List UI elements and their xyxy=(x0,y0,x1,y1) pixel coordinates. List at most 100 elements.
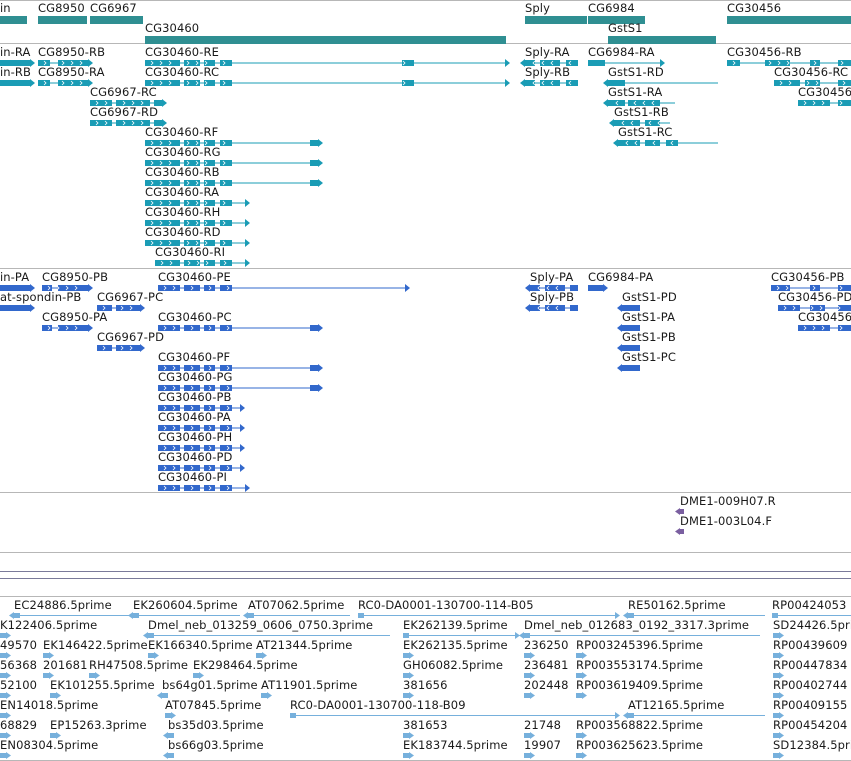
track-separator-clones xyxy=(0,492,851,493)
feature-label: EK260604.5prime xyxy=(133,598,238,612)
strand-arrow xyxy=(675,528,680,535)
feature-label: 236481 xyxy=(524,658,569,672)
exon-block xyxy=(220,485,232,491)
strand-arrow xyxy=(245,199,250,207)
strand-arrow xyxy=(318,179,323,187)
strand-chevron xyxy=(120,305,124,311)
exon-block xyxy=(58,80,88,86)
exon-block xyxy=(220,180,232,186)
strand-chevron xyxy=(222,180,226,186)
strand-arrow xyxy=(30,304,35,312)
feature-label: CG30456-RB xyxy=(727,45,802,59)
strand-chevron xyxy=(204,80,208,86)
strand-chevron xyxy=(546,305,550,311)
strand-chevron xyxy=(129,305,133,311)
strand-arrow xyxy=(240,464,245,472)
exon-block xyxy=(220,80,232,86)
strand-chevron xyxy=(163,285,167,291)
exon-block xyxy=(184,285,200,291)
feature-label: RC0-DA0001-130700-114-B05 xyxy=(358,598,534,612)
feature-label: EK262139.5prime xyxy=(403,618,508,632)
exon-block xyxy=(184,325,200,331)
strand-chevron xyxy=(222,160,226,166)
feature-label: CG8950-RB xyxy=(38,45,106,59)
feature-label: CG6967-RC xyxy=(90,85,157,99)
strand-chevron xyxy=(190,285,194,291)
exon-block xyxy=(576,693,582,698)
feature-label: RP00402744 xyxy=(773,678,848,692)
exon-block xyxy=(798,100,830,106)
exon-block xyxy=(0,80,30,86)
strand-arrow xyxy=(515,632,520,639)
exon-block xyxy=(618,140,640,146)
feature-label: Sply-PB xyxy=(530,290,575,304)
exon-block xyxy=(727,16,851,24)
feature-label: in xyxy=(0,1,11,15)
feature-label: EN14018.5prime xyxy=(0,698,99,712)
exon-block xyxy=(576,753,582,758)
exon-block xyxy=(540,80,560,86)
strand-arrow xyxy=(163,752,168,759)
strand-chevron xyxy=(140,120,144,126)
strand-chevron xyxy=(208,285,212,291)
strand-chevron xyxy=(222,200,226,206)
exon-block xyxy=(310,160,318,166)
exon-block xyxy=(310,180,318,186)
strand-chevron xyxy=(402,80,406,86)
strand-chevron xyxy=(222,140,226,146)
strand-chevron xyxy=(803,100,807,106)
feature-label: RP00439609 xyxy=(773,638,848,652)
exon-block xyxy=(0,305,30,311)
feature-label: CG30460-RG xyxy=(145,145,221,159)
strand-arrow xyxy=(603,99,608,107)
feature-label: CG6984-RA xyxy=(588,45,655,59)
strand-chevron xyxy=(568,80,572,86)
exon-block xyxy=(220,200,232,206)
strand-chevron xyxy=(839,325,843,331)
feature-label: RP00454204 xyxy=(773,718,848,732)
feature-label: GstS1-PC xyxy=(622,350,676,364)
strand-chevron xyxy=(43,80,47,86)
track-separator-genes xyxy=(0,0,851,1)
feature-label: CG30460-PE xyxy=(158,270,231,284)
feature-label: CG30460-PB xyxy=(158,390,232,404)
strand-arrow xyxy=(88,324,93,332)
strand-arrow xyxy=(318,324,323,332)
feature-label: CG6984 xyxy=(588,1,635,15)
exon-block xyxy=(58,325,88,331)
feature-label: RP003619409.5prime xyxy=(576,678,704,692)
feature-label: CG30460-PF xyxy=(158,350,231,364)
strand-chevron xyxy=(56,325,60,331)
strand-chevron xyxy=(159,80,163,86)
feature-label: EK146422.5prime xyxy=(43,638,148,652)
feature-label: CG30460-RE xyxy=(145,45,219,59)
strand-chevron xyxy=(205,260,209,266)
feature-label: CG30460-RF xyxy=(145,125,219,139)
strand-arrow xyxy=(140,344,145,352)
exon-block xyxy=(220,140,232,146)
exon-block xyxy=(778,305,800,311)
strand-chevron xyxy=(102,345,106,351)
feature-label: EC24886.5prime xyxy=(14,598,112,612)
track-separator-empty xyxy=(0,552,851,553)
exon-block xyxy=(402,60,414,66)
strand-chevron xyxy=(550,80,554,86)
exon-block xyxy=(204,80,215,86)
strand-arrow xyxy=(582,692,587,699)
feature-label: CG30456-PB xyxy=(771,270,845,284)
exon-block xyxy=(310,365,318,371)
feature-label: AT07845.5prime xyxy=(165,698,262,712)
exon-block xyxy=(204,485,215,491)
strand-arrow xyxy=(520,79,525,87)
feature-label: CG30456-RD xyxy=(798,85,851,99)
feature-label: RP003245396.5prime xyxy=(576,638,704,652)
feature-label: GstS1-PB xyxy=(622,330,676,344)
strand-arrow xyxy=(267,692,272,699)
feature-label: AT07062.5prime xyxy=(248,598,345,612)
feature-label: at-spondin-PB xyxy=(0,290,82,304)
strand-arrow xyxy=(405,284,410,292)
exon-block xyxy=(184,260,200,266)
exon-block xyxy=(622,365,640,371)
feature-label: CG6967-PC xyxy=(97,290,164,304)
